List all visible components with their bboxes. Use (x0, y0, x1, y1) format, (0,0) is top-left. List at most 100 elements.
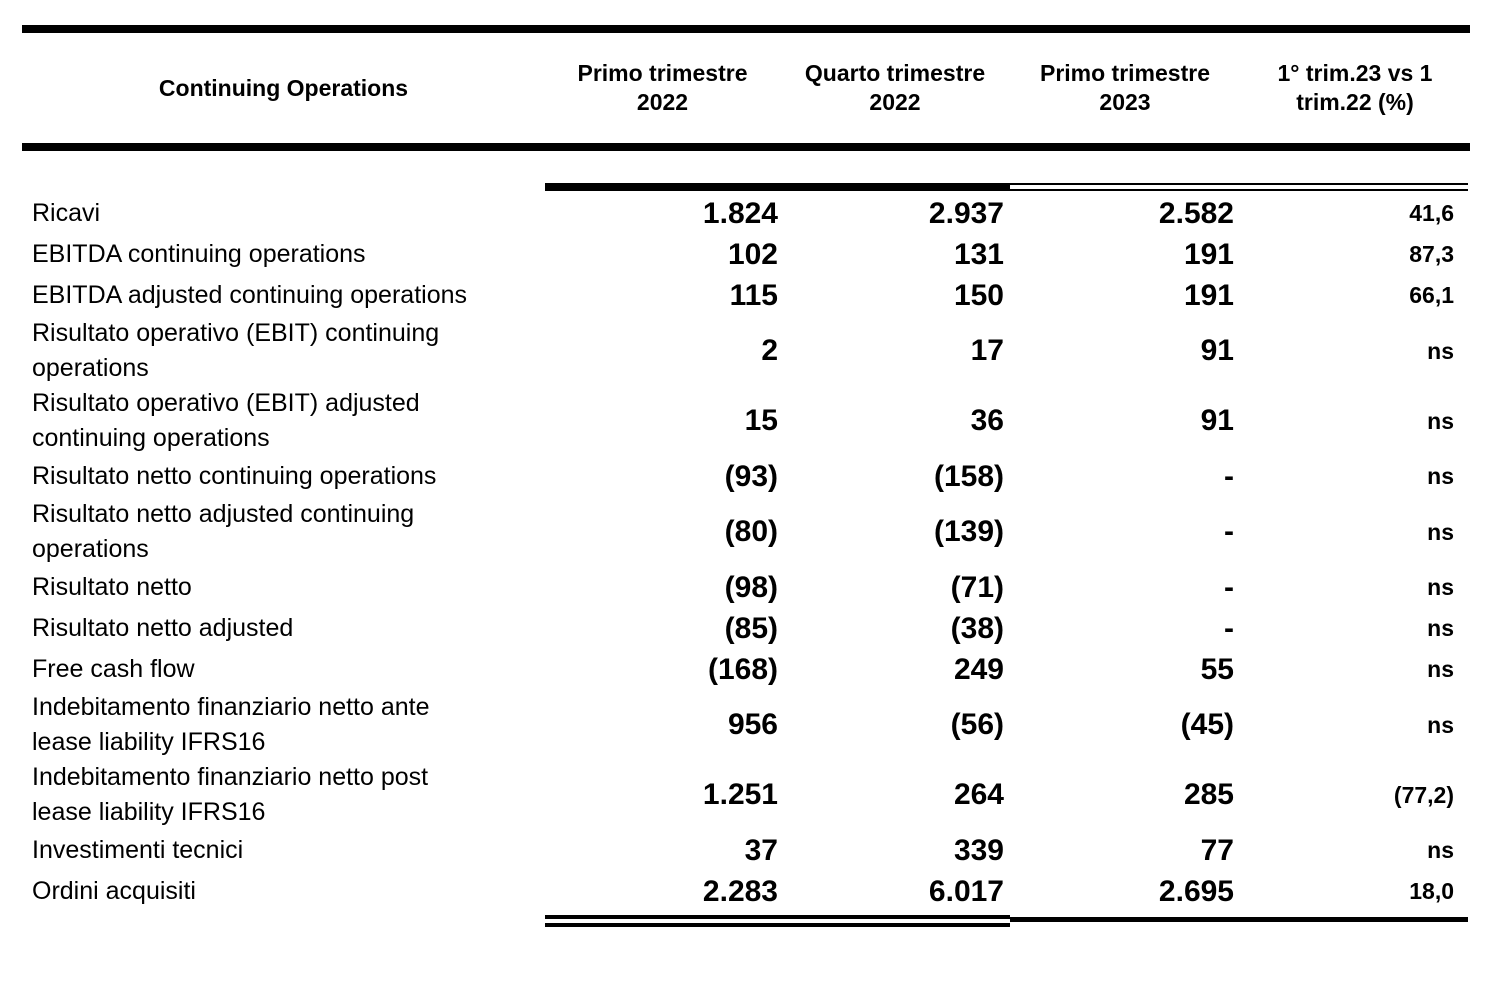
value-q4-2022: 36 (970, 404, 1004, 437)
value-q1-2023: - (1224, 611, 1234, 645)
value-q4-2022: 131 (953, 237, 1004, 271)
table-row: Free cash flow (168) 249 55 ns (22, 649, 1470, 690)
row-label: Ordini acquisiti (32, 877, 196, 905)
row-label: Risultato netto adjusted (32, 614, 294, 642)
value-q1-2022: 956 (727, 708, 778, 741)
financial-results-table: Continuing Operations Primo trimestre 20… (0, 25, 1500, 982)
column-header-q1-2023: Primo trimestre 2023 (1039, 60, 1210, 115)
row-label: Risultato netto (32, 573, 192, 601)
value-q1-2022: (93) (724, 459, 778, 493)
value-q4-2022: (71) (950, 570, 1004, 604)
row-label: Investimenti tecnici (32, 836, 244, 864)
row-label: Free cash flow (32, 655, 195, 683)
value-q1-2022: 115 (729, 278, 778, 312)
value-q4-2022: 150 (953, 278, 1004, 312)
value-q1-2023: 91 (1200, 334, 1234, 367)
row-label: Risultato operativo (EBIT) continuing op… (32, 319, 440, 382)
value-variation-pct: ns (1427, 518, 1454, 545)
value-q4-2022: 249 (953, 652, 1004, 686)
value-q1-2023: - (1224, 515, 1234, 548)
table-row: Risultato netto (98) (71) - ns (22, 567, 1470, 608)
table-row: Risultato operativo (EBIT) adjusted cont… (22, 386, 1470, 456)
table-row: Risultato netto adjusted (85) (38) - ns (22, 608, 1470, 649)
value-q1-2022: 2 (761, 334, 778, 367)
column-header-variation-pct: 1° trim.23 vs 1 trim.22 (%) (1277, 60, 1433, 115)
value-q1-2022: (85) (724, 611, 778, 645)
row-label: Risultato netto continuing operations (32, 462, 437, 490)
row-label: Risultato operativo (EBIT) adjusted cont… (32, 389, 420, 452)
value-variation-pct: ns (1427, 463, 1454, 489)
data-bottom-rule-single-thick-segment (1010, 917, 1468, 922)
table-header: Continuing Operations Primo trimestre 20… (22, 33, 1470, 143)
value-q1-2023: 55 (1200, 652, 1234, 686)
data-bottom-rule (545, 915, 1500, 927)
value-variation-pct: ns (1427, 407, 1454, 434)
row-label: Risultato netto adjusted continuing oper… (32, 500, 415, 563)
value-q4-2022: (139) (933, 515, 1004, 548)
value-q4-2022: 17 (970, 334, 1004, 367)
value-q1-2023: 285 (1183, 778, 1234, 811)
value-q1-2022: 1.251 (702, 778, 778, 811)
value-q1-2023: - (1224, 570, 1234, 604)
value-q1-2022: (98) (724, 570, 778, 604)
value-q1-2022: 37 (744, 833, 778, 867)
row-label: Ricavi (32, 199, 101, 227)
value-q1-2023: 191 (1183, 278, 1234, 312)
table-row: Risultato netto continuing operations (9… (22, 456, 1470, 497)
column-header-q1-2022: Primo trimestre 2022 (577, 60, 748, 115)
value-q1-2023: 2.695 (1158, 874, 1234, 908)
value-variation-pct: 18,0 (1409, 878, 1454, 904)
value-q4-2022: (38) (950, 611, 1004, 645)
value-q4-2022: 264 (953, 778, 1004, 811)
data-bottom-rule-double-thick-segment (545, 915, 1010, 927)
value-variation-pct: 66,1 (1409, 282, 1454, 308)
value-variation-pct: ns (1427, 615, 1454, 641)
row-label: Indebitamento finanziario netto post lea… (32, 763, 429, 826)
value-variation-pct: ns (1427, 711, 1454, 738)
value-q1-2023: 91 (1200, 404, 1234, 437)
value-q1-2022: 15 (744, 404, 778, 437)
table-row: Investimenti tecnici 37 339 77 ns (22, 830, 1470, 871)
value-q4-2022: 6.017 (928, 874, 1004, 908)
value-q1-2022: 102 (727, 237, 778, 271)
header-bottom-rule (22, 143, 1470, 151)
data-top-rule-thick-segment (545, 183, 1010, 191)
value-q1-2023: 191 (1183, 237, 1234, 271)
value-q1-2022: 1.824 (702, 196, 778, 230)
table-row: EBITDA continuing operations 102 131 191… (22, 234, 1470, 275)
table-row: EBITDA adjusted continuing operations 11… (22, 275, 1470, 316)
value-variation-pct: ns (1427, 656, 1454, 682)
value-variation-pct: ns (1427, 337, 1454, 364)
value-variation-pct: ns (1427, 837, 1454, 863)
table-body: Ricavi 1.824 2.937 2.582 41,6 EBITDA con… (0, 191, 1500, 912)
top-rule (22, 25, 1470, 33)
value-q1-2023: 77 (1200, 833, 1234, 867)
value-q4-2022: (158) (933, 459, 1004, 493)
value-q1-2022: 2.283 (702, 874, 778, 908)
data-top-rule-double-thin-segment (1010, 183, 1468, 191)
value-q1-2023: (45) (1180, 708, 1234, 741)
value-q4-2022: (56) (950, 708, 1004, 741)
table-row: Risultato netto adjusted continuing oper… (22, 497, 1470, 567)
row-label: EBITDA continuing operations (32, 240, 366, 268)
column-header-q4-2022: Quarto trimestre 2022 (804, 60, 986, 115)
value-q1-2022: (168) (707, 652, 778, 686)
table-row: Ordini acquisiti 2.283 6.017 2.695 18,0 (22, 871, 1470, 912)
value-variation-pct: 41,6 (1409, 200, 1454, 226)
row-label: Indebitamento finanziario netto ante lea… (32, 693, 430, 756)
table-row: Indebitamento finanziario netto ante lea… (22, 690, 1470, 760)
value-q1-2023: 2.582 (1158, 196, 1234, 230)
table-row: Indebitamento finanziario netto post lea… (22, 760, 1470, 830)
value-variation-pct: 87,3 (1409, 241, 1454, 267)
row-label: EBITDA adjusted continuing operations (32, 281, 467, 309)
table-row: Ricavi 1.824 2.937 2.582 41,6 (22, 193, 1470, 234)
table-row: Risultato operativo (EBIT) continuing op… (22, 316, 1470, 386)
value-q1-2022: (80) (724, 515, 778, 548)
value-variation-pct: ns (1427, 574, 1454, 600)
value-q4-2022: 2.937 (928, 196, 1004, 230)
table-title: Continuing Operations (158, 74, 409, 101)
value-variation-pct: (77,2) (1393, 781, 1454, 808)
value-q1-2023: - (1224, 459, 1234, 493)
data-top-rule (545, 183, 1500, 191)
value-q4-2022: 339 (953, 833, 1004, 867)
